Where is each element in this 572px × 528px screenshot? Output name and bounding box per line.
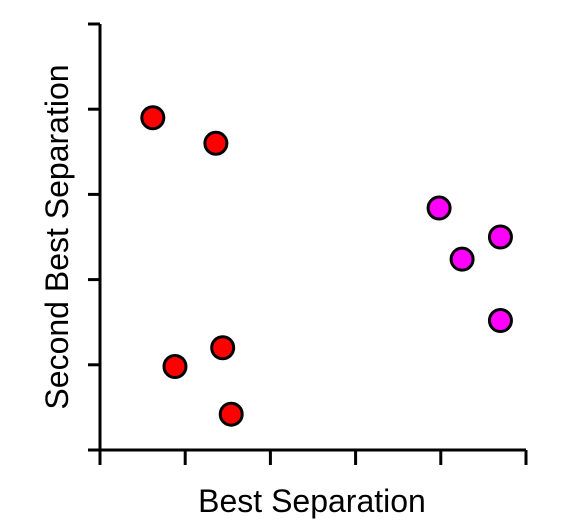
y-ticks bbox=[88, 22, 100, 452]
x-axis-label: Best Separation bbox=[198, 483, 426, 519]
data-point-series-1 bbox=[140, 105, 166, 131]
data-point-series-1 bbox=[162, 354, 188, 380]
data-point-series-2 bbox=[487, 307, 513, 333]
x-axis bbox=[98, 448, 528, 465]
data-point-series-1 bbox=[203, 130, 229, 156]
data-point-series-2 bbox=[449, 246, 475, 272]
data-point-series-1 bbox=[210, 335, 236, 361]
x-ticks bbox=[98, 450, 528, 465]
data-point-series-2 bbox=[487, 224, 513, 250]
y-axis-label: Second Best Separation bbox=[39, 64, 75, 409]
data-point-series-1 bbox=[218, 401, 244, 427]
y-axis bbox=[88, 22, 102, 452]
data-point-series-2 bbox=[426, 195, 452, 221]
data-points bbox=[140, 105, 513, 427]
